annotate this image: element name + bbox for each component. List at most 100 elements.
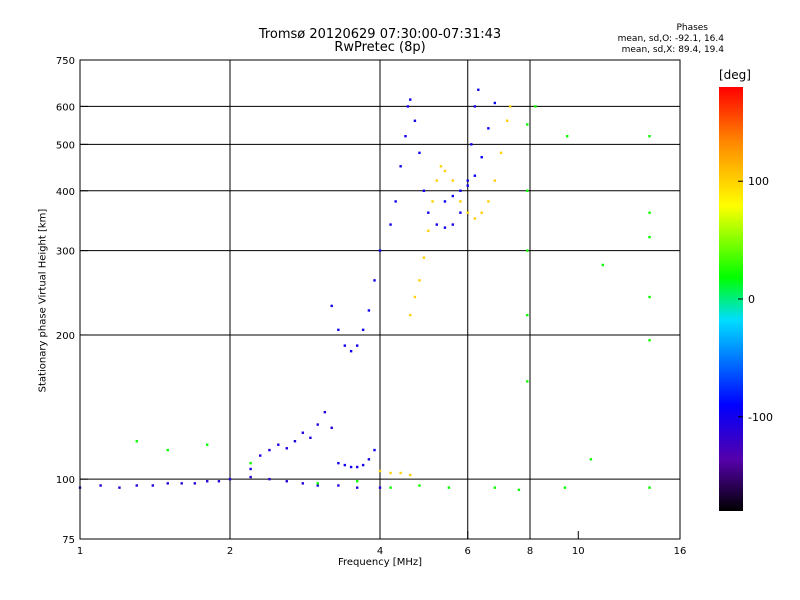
data-point [470, 143, 473, 146]
data-point [389, 223, 392, 226]
data-point [480, 211, 483, 214]
data-point [422, 256, 426, 259]
data-point [431, 200, 434, 203]
y-tick-label: 75 [62, 535, 75, 546]
data-point [499, 151, 503, 155]
data-point [355, 465, 359, 469]
y-tick-label: 300 [56, 247, 75, 258]
data-point [355, 486, 359, 489]
data-point [526, 313, 529, 317]
data-point [361, 463, 365, 467]
y-tick-label: 600 [56, 102, 75, 113]
data-point [418, 151, 421, 155]
data-point [316, 423, 319, 426]
data-point [526, 380, 529, 383]
data-point [459, 189, 462, 192]
data-point [601, 263, 605, 267]
data-point [466, 179, 469, 182]
data-point [418, 279, 421, 282]
data-point [648, 134, 651, 138]
y-tick-label: 400 [56, 187, 75, 198]
data-point [367, 458, 371, 461]
colorbar-unit: [deg] [719, 68, 751, 82]
data-point [180, 482, 183, 485]
data-point [355, 480, 359, 483]
data-point [378, 249, 382, 252]
data-point [367, 309, 371, 312]
data-point [418, 484, 421, 487]
data-point [487, 127, 490, 130]
data-point [399, 471, 402, 475]
data-point [337, 461, 340, 465]
axis-ticks: 1 2 4 6 8 10 16 75 100 200 300 400 500 600 750 [56, 56, 686, 557]
data-point [389, 471, 392, 475]
data-point [451, 179, 455, 182]
data-point [473, 217, 477, 220]
x-tick-label: 1 [77, 546, 83, 557]
data-point [316, 482, 319, 485]
y-tick-label: 200 [56, 331, 75, 342]
x-tick-label: 6 [465, 546, 471, 557]
data-point [443, 226, 447, 229]
data-point [135, 440, 138, 443]
data-point [373, 448, 376, 452]
data-point [427, 211, 430, 214]
data-point [473, 174, 477, 177]
data-point [466, 211, 469, 214]
data-point [439, 165, 443, 168]
data-point [337, 328, 340, 332]
data-point [349, 465, 353, 469]
y-tick-label: 500 [56, 140, 75, 151]
data-point [477, 88, 480, 91]
data-point [349, 349, 353, 353]
data-point [268, 477, 271, 481]
data-point [285, 447, 288, 450]
data-point [193, 482, 197, 485]
phases-heading: Phases [676, 23, 708, 33]
data-points [78, 88, 651, 492]
data-point [517, 488, 521, 492]
data-point [526, 249, 529, 252]
data-point [648, 211, 651, 214]
data-point [151, 484, 155, 487]
data-point [309, 436, 312, 439]
data-point [459, 200, 462, 203]
data-point [413, 295, 417, 299]
data-point [166, 448, 169, 452]
data-point [228, 477, 232, 481]
data-point [505, 119, 509, 122]
x-tick-label: 16 [674, 546, 687, 557]
colorbar-tick-label: 0 [748, 293, 755, 306]
data-point [493, 179, 497, 182]
data-point [337, 484, 340, 487]
chart-title-line2: RwPretec (8p) [334, 40, 426, 55]
data-point [394, 200, 397, 203]
data-point [480, 156, 483, 159]
data-point [508, 105, 512, 108]
data-point [435, 179, 438, 182]
data-point [249, 461, 252, 465]
data-point [435, 223, 438, 226]
data-point [323, 410, 327, 414]
data-point [413, 119, 417, 122]
data-point [316, 484, 319, 487]
data-point [526, 189, 529, 192]
data-point [447, 486, 451, 489]
colorbar-ticks: 100 0 -100 [738, 175, 773, 424]
data-point [217, 480, 221, 483]
data-point [285, 480, 288, 483]
data-point [343, 463, 347, 467]
data-point [373, 279, 376, 282]
data-point [330, 426, 333, 430]
data-point [259, 454, 262, 457]
x-tick-label: 2 [227, 546, 233, 557]
data-point [648, 295, 651, 299]
data-point [409, 313, 412, 317]
x-tick-label: 4 [377, 546, 383, 557]
colorbar-tick-label: 100 [748, 175, 769, 188]
data-point [466, 184, 469, 187]
data-point [268, 448, 271, 452]
data-point [135, 484, 138, 487]
data-point [277, 443, 280, 446]
